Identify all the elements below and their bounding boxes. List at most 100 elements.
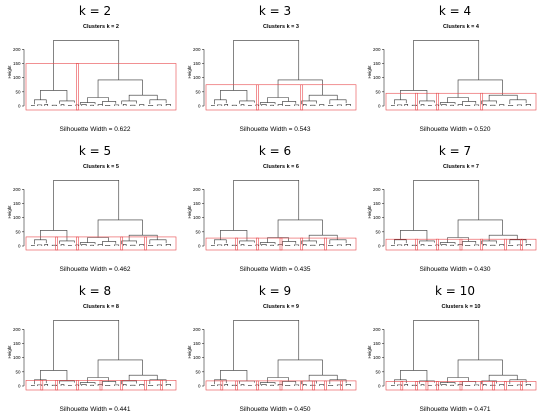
dendrogram-link — [97, 244, 103, 246]
dendrogram-link — [97, 104, 103, 106]
y-tick-label: 150 — [373, 61, 381, 66]
dendrogram-link — [400, 230, 428, 241]
cluster-box — [99, 380, 124, 391]
panel-label: k = 2 — [78, 4, 112, 18]
cluster-box — [76, 63, 177, 111]
cluster-box — [120, 380, 147, 391]
dendrogram-link — [40, 230, 68, 241]
dendrogram-link — [270, 384, 274, 386]
cluster-boxes — [205, 380, 357, 391]
y-axis-label: Height — [7, 65, 12, 79]
dendrogram-link — [231, 244, 237, 246]
chart-panel-k3: k = 3 Clusters k = 3 0 50 100 150 200 Height S… — [185, 0, 365, 140]
cluster-box — [76, 236, 124, 251]
dendrogram-link — [277, 79, 323, 98]
dendrogram-link — [302, 244, 307, 246]
dendrogram-link — [391, 245, 395, 246]
y-axis — [202, 189, 205, 247]
dendrogram-link — [239, 100, 255, 104]
cluster-box — [324, 380, 343, 391]
dendrogram-tree — [211, 179, 351, 246]
y-tick-label: 50 — [375, 229, 381, 234]
dendrogram-link — [450, 384, 454, 386]
y-axis-label: Height — [367, 205, 372, 219]
y-axis-label: Height — [7, 345, 12, 359]
dendrogram-link — [220, 230, 248, 241]
dendrogram-link — [149, 99, 167, 105]
panel-label: k = 8 — [78, 284, 112, 298]
dendrogram-link — [40, 90, 68, 101]
dendrogram-link — [328, 245, 334, 246]
dendrogram-link — [420, 384, 425, 386]
y-tick-label: 100 — [13, 75, 21, 80]
chart-title: Clusters k = 2 — [83, 24, 119, 30]
dendrogram-link — [413, 179, 480, 231]
dendrogram-link — [105, 245, 111, 246]
dendrogram-link — [310, 104, 316, 106]
dendrogram-link — [79, 382, 96, 385]
chart-title: Clusters k = 8 — [83, 304, 119, 310]
y-tick-label: 150 — [373, 341, 381, 346]
dendrogram-link — [239, 380, 255, 384]
dendrogram-link — [248, 105, 252, 106]
dendrogram-link — [441, 104, 447, 106]
cluster-boxes — [385, 92, 537, 111]
chart-title: Clusters k = 10 — [442, 304, 481, 310]
dendrogram-link — [509, 239, 527, 245]
dendrogram-link — [255, 104, 260, 106]
panel-label: k = 9 — [258, 284, 292, 298]
dendrogram-link — [148, 385, 154, 386]
cluster-box — [256, 237, 283, 251]
dendrogram-link — [75, 384, 80, 386]
dendrogram-link — [165, 104, 171, 106]
cluster-boxes — [205, 237, 357, 251]
dendrogram-link — [413, 39, 480, 91]
y-tick-label: 200 — [373, 327, 381, 332]
dendrogram-link — [428, 385, 432, 386]
dendrogram-plot: Clusters k = 4 0 50 100 150 200 Height — [367, 24, 537, 111]
dendrogram-link — [224, 244, 229, 246]
dendrogram-tree — [391, 179, 531, 246]
cluster-box — [40, 380, 58, 391]
dendrogram-plot: Clusters k = 2 0 50 100 150 200 Height — [7, 24, 177, 111]
y-axis-label: Height — [187, 345, 192, 359]
dendrogram-link — [156, 244, 162, 246]
dendrogram-link — [270, 244, 274, 246]
dendrogram-link — [329, 239, 347, 245]
cluster-box — [25, 380, 44, 391]
dendrogram-link — [37, 244, 43, 246]
cluster-box — [55, 236, 79, 251]
silhouette-width-label: Silhouette Width = 0.520 — [419, 126, 491, 133]
dendrogram-link — [301, 100, 317, 105]
y-axis-label: Height — [187, 205, 192, 219]
dendrogram-link — [419, 240, 435, 244]
dendrogram-link — [301, 240, 317, 245]
dendrogram-link — [102, 381, 117, 385]
cluster-box — [205, 237, 238, 251]
dendrogram-link — [465, 385, 471, 386]
dendrogram-link — [400, 90, 428, 101]
y-tick-label: 0 — [198, 244, 201, 249]
dendrogram-plot: Clusters k = 9 0 50 100 150 200 Height — [187, 304, 357, 391]
dendrogram-link — [90, 104, 94, 106]
cluster-box — [480, 238, 507, 251]
dendrogram-link — [336, 384, 342, 386]
dendrogram-link — [420, 104, 425, 106]
cluster-box — [385, 381, 404, 391]
cluster-box — [205, 84, 259, 111]
dendrogram-link — [481, 100, 497, 105]
dendrogram-link — [214, 239, 227, 245]
cluster-boxes — [385, 381, 537, 391]
y-tick-label: 0 — [198, 384, 201, 389]
y-tick-label: 200 — [193, 47, 201, 52]
dendrogram-link — [165, 244, 171, 246]
dendrogram-link — [474, 384, 480, 386]
dendrogram-link — [285, 385, 291, 386]
silhouette-width-label: Silhouette Width = 0.450 — [239, 406, 311, 413]
dendrogram-link — [490, 104, 496, 106]
y-tick-label: 150 — [193, 61, 201, 66]
dendrogram-link — [319, 244, 325, 246]
y-tick-label: 150 — [373, 201, 381, 206]
dendrogram-link — [214, 99, 227, 105]
dendrogram-link — [441, 244, 447, 246]
